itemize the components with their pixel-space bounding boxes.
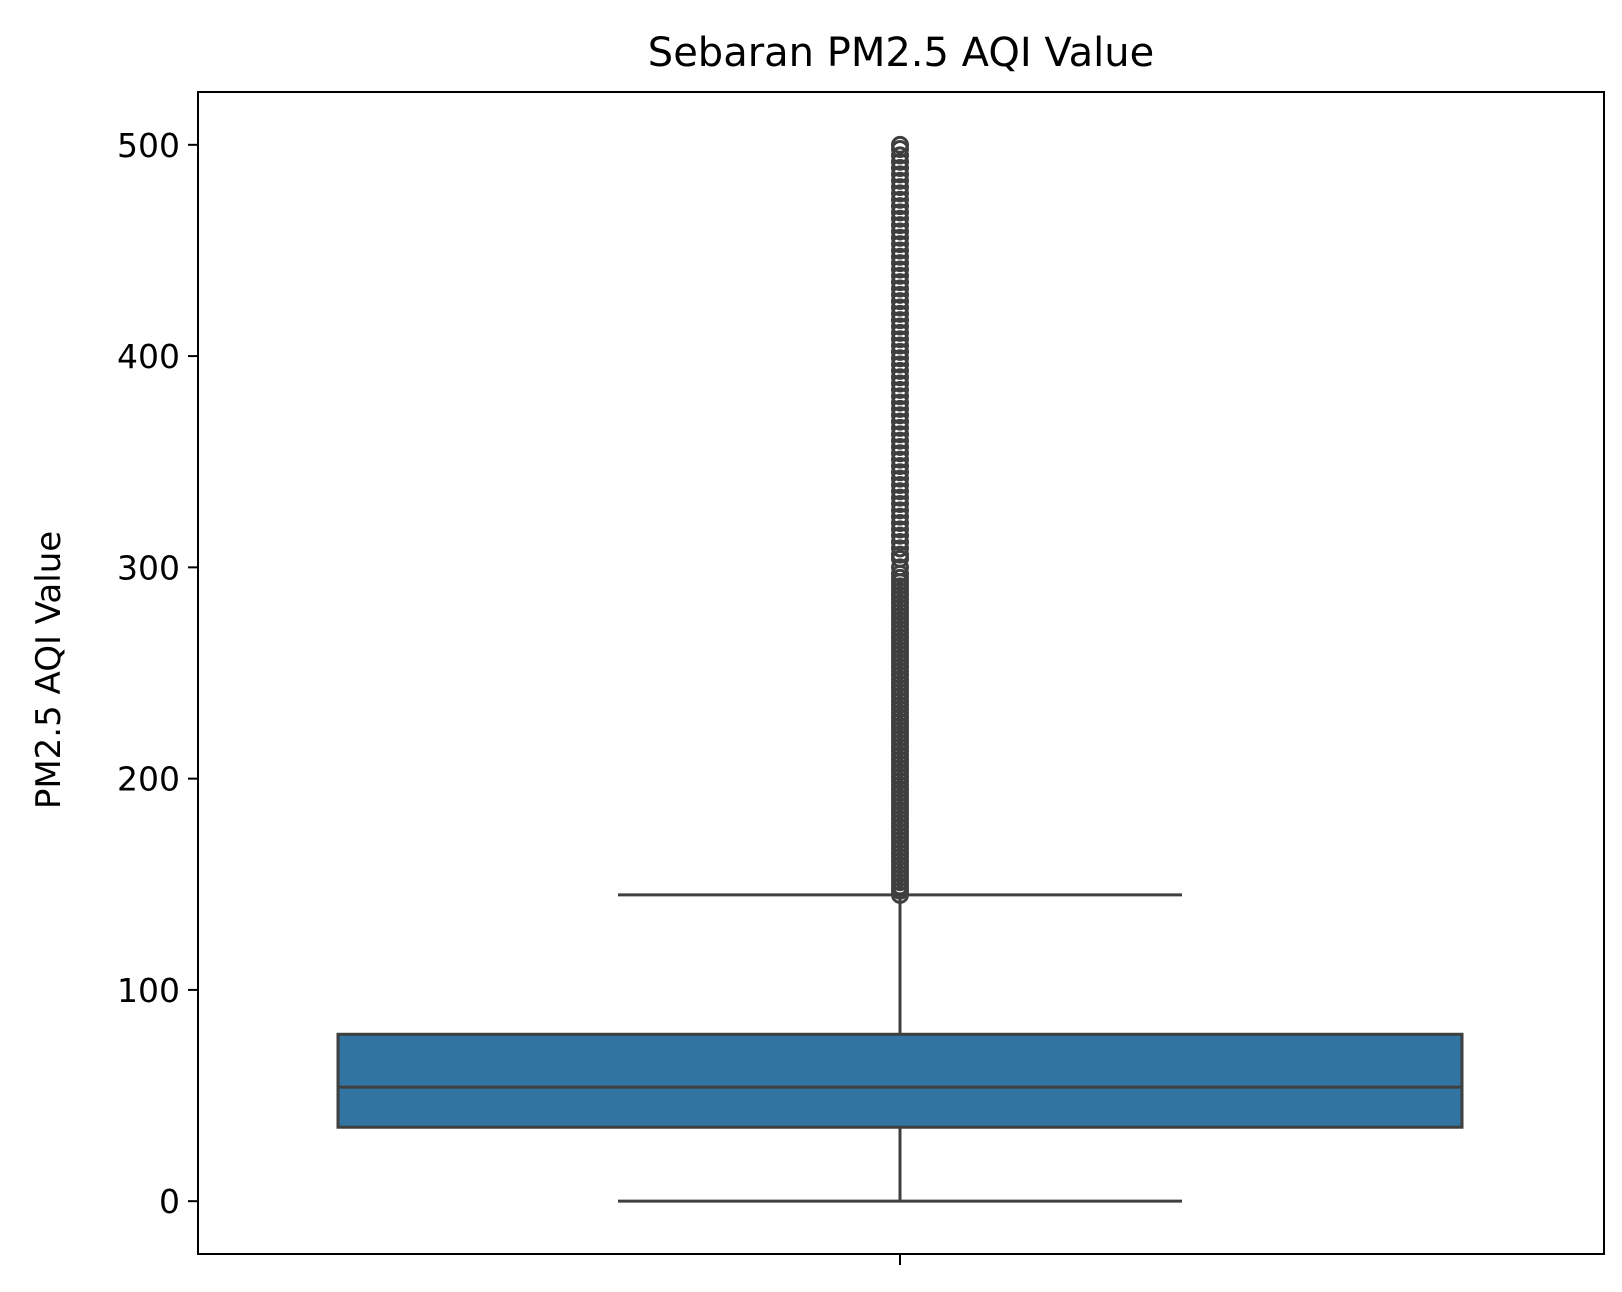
- outlier-point: [891, 399, 909, 418]
- outlier-point: [891, 279, 909, 298]
- outliers: [891, 135, 909, 904]
- outlier-point: [891, 545, 909, 564]
- outlier-point: [891, 539, 909, 558]
- outlier-point: [891, 135, 909, 154]
- plot-frame: [197, 91, 1605, 1255]
- outlier-point: [891, 336, 909, 355]
- outlier-point: [891, 393, 909, 412]
- outlier-point: [891, 323, 909, 342]
- outlier-point: [891, 463, 909, 482]
- outlier-point: [891, 431, 909, 450]
- outlier-point: [891, 298, 909, 317]
- outlier-point: [891, 159, 909, 178]
- outlier-point: [891, 273, 909, 292]
- outlier-point: [891, 488, 909, 507]
- y-tick-label: 300: [117, 548, 180, 587]
- outlier-point: [891, 209, 909, 228]
- outlier-point: [891, 254, 909, 273]
- outlier-point: [891, 469, 909, 488]
- outlier-point: [891, 216, 909, 235]
- outlier-point: [891, 412, 909, 431]
- outlier-point: [891, 228, 909, 247]
- y-tick-label: 400: [117, 337, 180, 376]
- outlier-point: [891, 178, 909, 197]
- outlier-point: [891, 456, 909, 475]
- outlier-point: [891, 494, 909, 513]
- iqr-box: [336, 1032, 1464, 1129]
- outlier-point: [891, 260, 909, 279]
- outlier-point: [891, 184, 909, 203]
- y-tick-label: 0: [159, 1182, 180, 1221]
- outlier-point: [891, 330, 909, 349]
- outlier-point: [891, 387, 909, 406]
- outlier-point: [891, 507, 909, 526]
- outlier-point: [891, 222, 909, 241]
- outlier-point: [891, 152, 909, 171]
- outlier-point: [891, 241, 909, 260]
- outlier-point: [891, 165, 909, 184]
- outlier-point: [891, 266, 909, 285]
- outlier-point: [891, 520, 909, 539]
- outlier-point: [891, 349, 909, 368]
- outlier-point: [891, 475, 909, 494]
- outlier-point: [891, 317, 909, 336]
- outlier-point: [891, 361, 909, 380]
- outlier-point: [891, 304, 909, 323]
- outlier-point: [891, 533, 909, 552]
- outlier-point: [891, 146, 909, 165]
- outlier-point: [891, 292, 909, 311]
- y-axis-label: PM2.5 AQI Value: [29, 531, 69, 809]
- y-axis: 0 100 200 300 400 500: [117, 126, 198, 1221]
- y-tick-label: 100: [117, 971, 180, 1010]
- outlier-point: [891, 558, 909, 577]
- outlier-point: [891, 482, 909, 501]
- outlier-point: [891, 444, 909, 463]
- outlier-point: [891, 355, 909, 374]
- outlier-point: [891, 197, 909, 216]
- outlier-point: [891, 374, 909, 393]
- outlier-point: [891, 235, 909, 254]
- outlier-point: [891, 285, 909, 304]
- y-tick-label: 200: [117, 760, 180, 799]
- outlier-point: [891, 342, 909, 361]
- outlier-point: [891, 418, 909, 437]
- outlier-point: [891, 425, 909, 444]
- outlier-point: [891, 247, 909, 266]
- outlier-point: [891, 406, 909, 425]
- outlier-point: [891, 526, 909, 545]
- y-tick-label: 500: [117, 126, 180, 165]
- outlier-point: [891, 368, 909, 387]
- chart-title: Sebaran PM2.5 AQI Value: [648, 30, 1154, 76]
- outlier-point: [891, 171, 909, 190]
- outlier-point: [891, 380, 909, 399]
- outlier-point: [891, 437, 909, 456]
- outlier-point: [891, 513, 909, 532]
- outlier-point: [891, 311, 909, 330]
- outlier-point: [891, 450, 909, 469]
- outlier-point: [891, 190, 909, 209]
- outlier-point: [891, 203, 909, 222]
- outlier-point: [891, 501, 909, 520]
- box-plot: [336, 893, 1464, 1203]
